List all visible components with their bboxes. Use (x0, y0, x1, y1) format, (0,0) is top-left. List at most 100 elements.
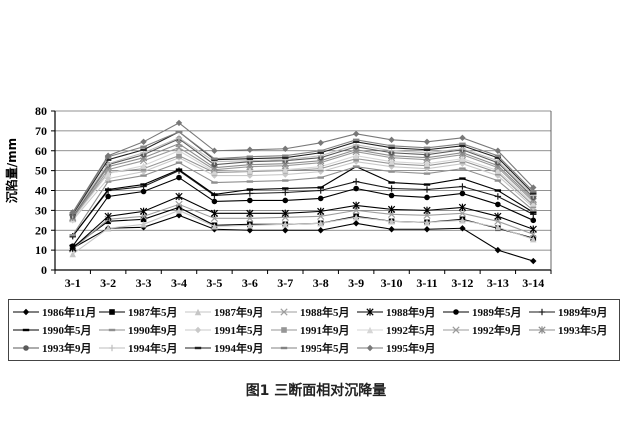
y-axis-label: 沉陷量/mm (4, 138, 19, 203)
diamond-marker-icon (366, 344, 374, 352)
triangle-marker-icon (194, 308, 202, 316)
series-line (72, 155, 534, 219)
x-tick-label: 3-5 (206, 276, 222, 290)
chart-legend: 1986年11月 1987年5月 1987年9月 1988年5月 1988年9月 1989… (8, 299, 620, 361)
triangle-marker-icon (388, 158, 395, 165)
legend-item: 1995年5月 (270, 339, 356, 357)
series-line (72, 150, 534, 220)
triangle-marker-icon (140, 162, 147, 169)
circle-marker-icon (247, 197, 253, 204)
legend-marker-icon (99, 344, 125, 352)
legend-label: 1995年5月 (300, 343, 350, 355)
series-line (72, 195, 534, 249)
series-line (72, 147, 534, 219)
legend-label: 1989年9月 (558, 307, 608, 319)
series-1988年9月 (69, 192, 537, 252)
series-line (72, 203, 534, 250)
legend-item: 1989年9月 (528, 303, 614, 321)
legend-marker-icon (13, 345, 39, 351)
diamond-marker-icon (494, 147, 502, 154)
diamond-marker-icon (246, 172, 254, 179)
legend-item: 1986年11月 (12, 303, 98, 321)
legend-marker-icon (357, 326, 383, 334)
diamond-marker-icon (246, 146, 254, 153)
circle-marker-icon (105, 193, 111, 200)
diamond-marker-icon (494, 246, 502, 254)
x-tick-label: 3-11 (416, 276, 437, 290)
triangle-marker-icon (352, 214, 360, 221)
x-tick-label: 3-14 (522, 276, 544, 290)
legend-item: 1987年5月 (98, 303, 184, 321)
triangle-marker-icon (246, 167, 254, 174)
triangle-marker-icon (104, 170, 112, 177)
series-line (72, 131, 534, 215)
series-1993年9月 (69, 136, 537, 220)
series-line (72, 169, 534, 237)
circle-marker-icon (317, 195, 324, 202)
triangle-marker-icon (494, 224, 502, 231)
legend-label: 1993年9月 (42, 343, 92, 355)
series-line (72, 209, 534, 255)
legend-label: 1991年5月 (214, 325, 264, 337)
square-marker-icon (140, 216, 147, 223)
triangle-marker-icon (282, 221, 289, 228)
legend-marker-icon (271, 327, 297, 333)
x-tick-label: 3-12 (451, 276, 473, 290)
settlement-chart: 0 10 20 30 40 50 60 70 80 3-1 3-2 3-3 3-4 3-5 3-6 3-7 3-… (4, 104, 552, 290)
legend-item: 1994年9月 (184, 339, 270, 357)
legend-marker-icon (529, 326, 555, 334)
legend-item: 1995年9月 (356, 339, 442, 357)
diamond-marker-icon (246, 227, 254, 234)
triangle-marker-icon (352, 152, 360, 159)
series-1987年9月 (69, 207, 537, 258)
x-tick-label: 3-13 (487, 276, 509, 290)
triangle-marker-icon (175, 147, 183, 154)
legend-marker-icon (271, 346, 297, 350)
series-line (72, 137, 534, 216)
diamond-marker-icon (317, 139, 324, 146)
circle-marker-icon (69, 243, 76, 249)
diamond-marker-icon (69, 209, 76, 216)
diamond-marker-icon (459, 225, 466, 232)
x-marker-icon (458, 209, 467, 217)
legend-item: 1991年5月 (184, 321, 270, 339)
legend-item: 1990年5月 (12, 321, 98, 339)
diamond-marker-icon (352, 220, 360, 227)
triangle-marker-icon (459, 155, 466, 162)
diamond-marker-icon (211, 147, 218, 154)
triangle-marker-icon (366, 326, 374, 334)
triangle-marker-icon (459, 217, 466, 224)
legend-label: 1994年5月 (128, 343, 178, 355)
y-tick-label: 50 (35, 164, 47, 178)
circle-marker-icon (23, 345, 29, 351)
circle-marker-icon (388, 192, 395, 199)
series-line (72, 143, 534, 218)
legend-marker-icon (99, 309, 125, 315)
x-tick-label: 3-7 (277, 276, 293, 290)
x-marker-icon (175, 200, 183, 209)
legend-marker-icon (443, 326, 469, 334)
legend-marker-icon (357, 344, 383, 352)
square-marker-icon (109, 309, 115, 315)
legend-marker-icon (13, 328, 39, 332)
series-1992年5月 (69, 147, 537, 223)
legend-item: 1988年5月 (270, 303, 356, 321)
diamond-marker-icon (530, 184, 537, 191)
diamond-marker-icon (459, 134, 466, 142)
circle-marker-icon (424, 194, 430, 201)
legend-label: 1992年9月 (472, 325, 522, 337)
legend-label: 1987年9月 (214, 307, 264, 319)
triangle-marker-icon (175, 207, 183, 214)
legend-item: 1987年9月 (184, 303, 270, 321)
triangle-marker-icon (317, 163, 324, 170)
x-tick-label: 3-8 (313, 276, 329, 290)
circle-marker-icon (453, 309, 459, 315)
triangle-marker-icon (423, 219, 431, 226)
circle-marker-icon (282, 197, 289, 204)
circle-marker-icon (530, 217, 537, 224)
series-line (72, 131, 534, 214)
series-line (72, 214, 534, 262)
triangle-marker-icon (494, 167, 502, 174)
series-line (72, 162, 534, 236)
diamond-marker-icon (282, 145, 289, 152)
